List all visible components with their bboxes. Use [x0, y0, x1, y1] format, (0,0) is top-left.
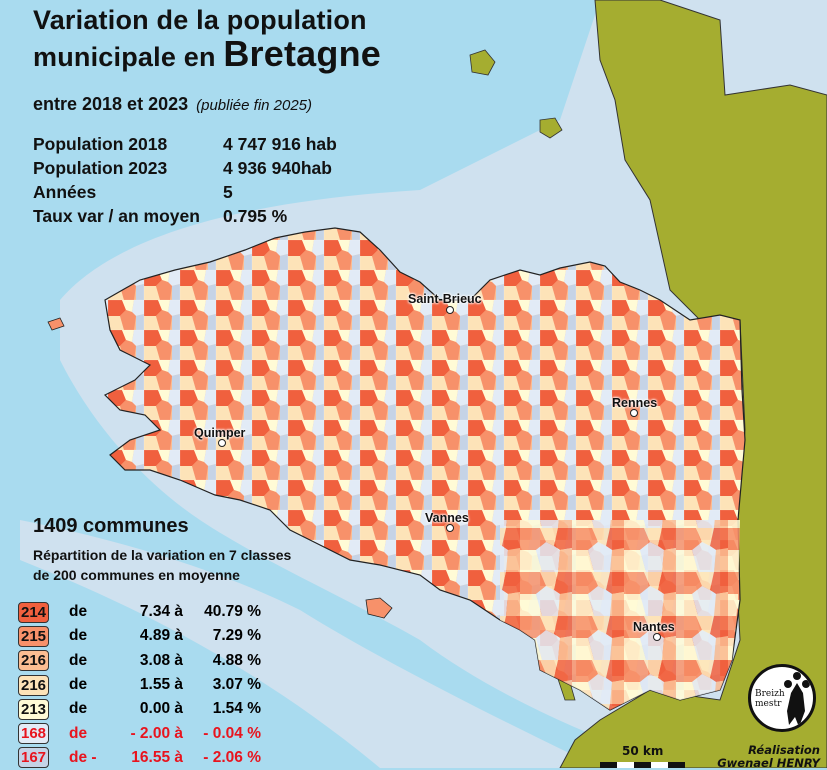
map-subtitle: entre 2018 et 2023 (publiée fin 2025) [33, 94, 313, 114]
title-line-2: municipale en Bretagne [33, 33, 382, 74]
ermine-icon [784, 672, 810, 727]
city-marker-icon [630, 409, 638, 417]
breizh-mestr-logo: Breizh mestr [748, 664, 816, 732]
communes-count: 1409 communes [33, 515, 189, 537]
legend-swatch: 167 [18, 747, 49, 769]
city-marker-icon [446, 524, 454, 532]
city-marker-icon [653, 633, 661, 641]
stat-row-pop2023: Population 2023 4 936 940hab [33, 158, 332, 178]
scale-bar [600, 762, 685, 768]
legend-swatch: 216 [18, 674, 49, 696]
city-label-nantes: Nantes [633, 620, 675, 634]
legend-row: 167 de -16.55 à- 2.06 % [18, 746, 261, 770]
legend-row: 215 de 4.89 à 7.29 % [18, 624, 261, 648]
title-region: Bretagne [223, 33, 382, 74]
legend-swatch: 216 [18, 650, 49, 672]
city-label-rennes: Rennes [612, 396, 658, 410]
legend-row: 213 de 0.00 à 1.54 % [18, 697, 261, 721]
published-note: (publiée fin 2025) [196, 97, 313, 114]
city-label-saint-brieuc: Saint-Brieuc [408, 292, 482, 306]
legend-row: 216 de 1.55 à 3.07 % [18, 673, 261, 697]
city-label-vannes: Vannes [425, 511, 469, 525]
legend-swatch: 213 [18, 698, 49, 720]
population-stats: Population 2018 4 747 916 hab Population … [33, 132, 337, 228]
city-marker-icon [218, 439, 226, 447]
legend-row: 214 de 7.34 à 40.79 % [18, 600, 261, 624]
credit: Réalisation Gwenael HENRY [717, 743, 820, 770]
title-line-1: Variation de la population [33, 5, 367, 35]
legend-swatch: 214 [18, 601, 49, 623]
legend: 214 de 7.34 à 40.79 % 215 de 4.89 à 7.29 % 216… [18, 600, 261, 770]
legend-row: 216 de 3.08 à 4.88 % [18, 649, 261, 673]
city-label-quimper: Quimper [194, 426, 246, 440]
legend-row: 168 de - 2.00 à- 0.04 % [18, 721, 261, 745]
stat-row-years: Années 5 [33, 182, 233, 202]
stat-row-rate: Taux var / an moyen 0.795 % [33, 206, 288, 226]
legend-swatch: 168 [18, 723, 49, 745]
scale-label: 50 km [622, 744, 664, 758]
city-marker-icon [446, 306, 454, 314]
stat-row-pop2018: Population 2018 4 747 916 hab [33, 134, 337, 154]
map-title: Variation de la population municipale en… [33, 4, 381, 74]
legend-swatch: 215 [18, 625, 49, 647]
legend-description: Répartition de la variation en 7 classes… [33, 547, 292, 583]
